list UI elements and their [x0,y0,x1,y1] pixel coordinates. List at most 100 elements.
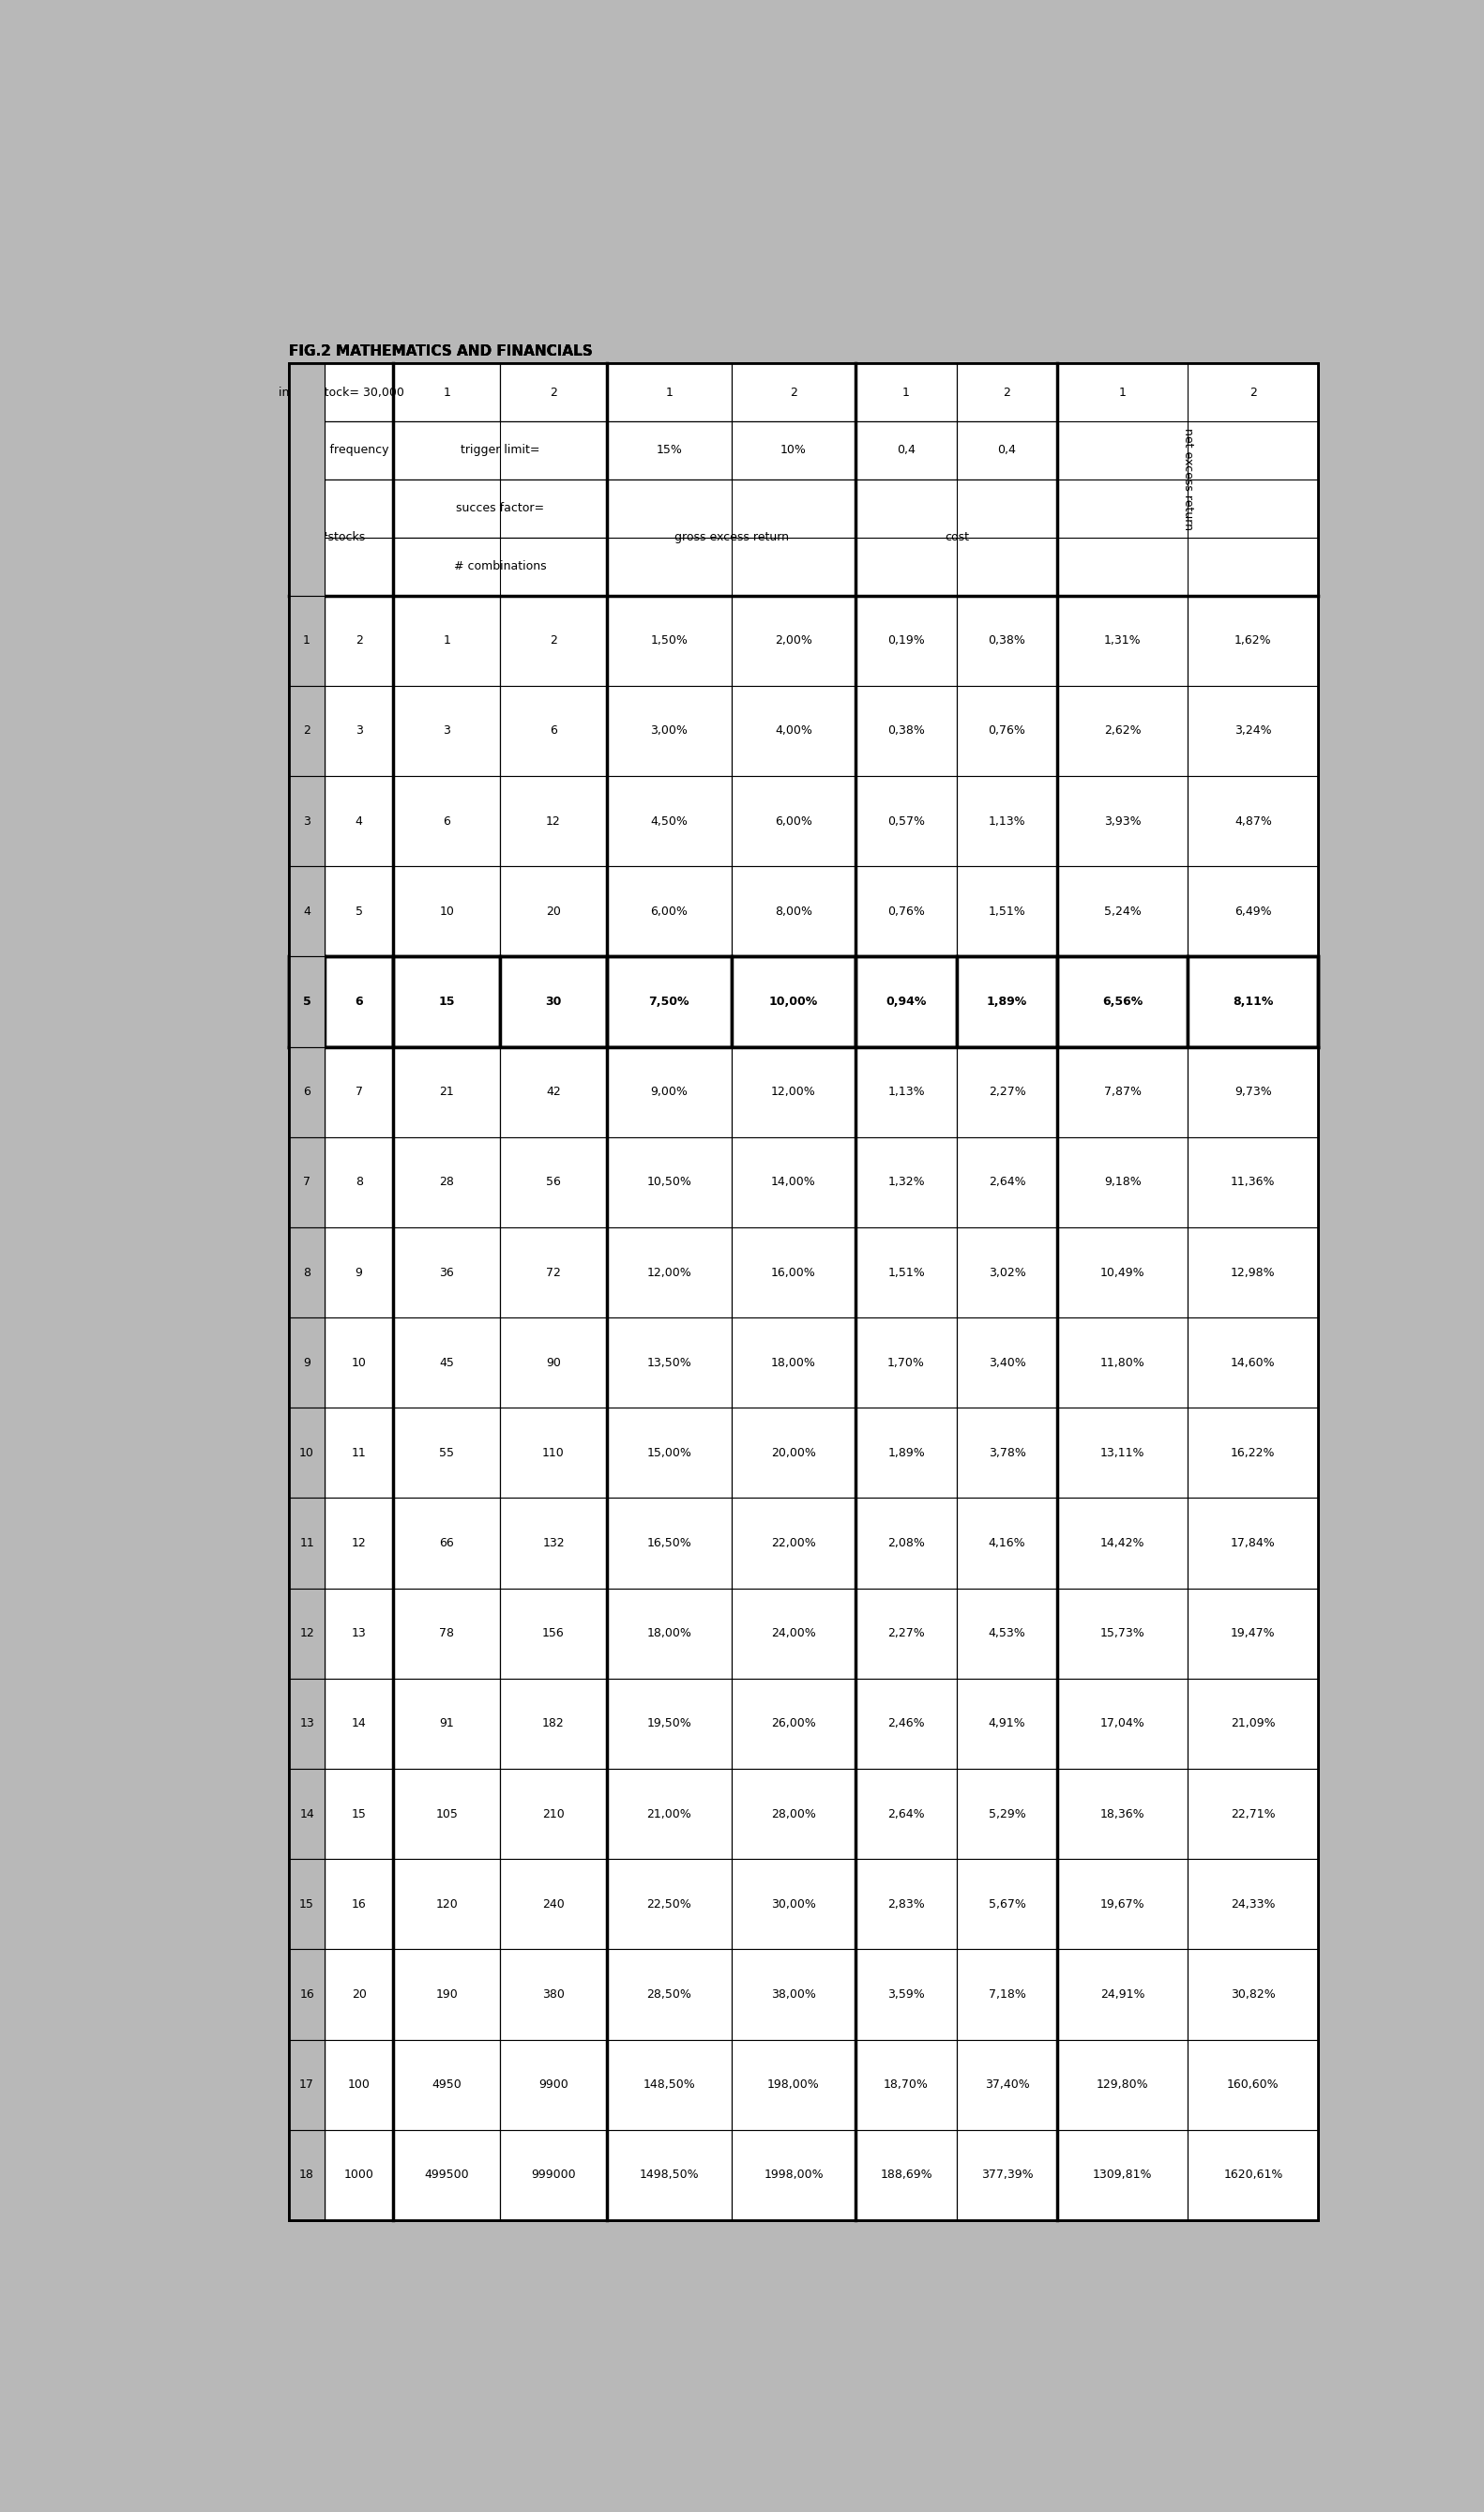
Bar [325,1138,393,1228]
Text: 55: 55 [439,1447,454,1459]
Text: 1: 1 [444,636,451,646]
Bar [607,1138,732,1228]
Bar [289,364,393,422]
Bar [607,1048,732,1138]
Bar [325,1859,393,1949]
Text: 6,56%: 6,56% [1103,995,1143,1007]
Text: 0,4: 0,4 [997,445,1017,457]
Bar [393,1138,500,1228]
Text: 6: 6 [444,814,451,826]
Text: 11,80%: 11,80% [1100,1356,1146,1369]
Bar [732,1859,856,1949]
Bar [289,1859,325,1949]
Text: 13: 13 [300,1718,315,1731]
Bar [607,1228,732,1319]
Bar [607,2130,732,2221]
Text: 9900: 9900 [539,2080,568,2090]
Text: 1998,00%: 1998,00% [764,2168,824,2180]
Bar [289,1768,325,1859]
Text: 7,50%: 7,50% [649,995,690,1007]
Bar [1187,957,1318,1048]
Bar [289,1859,325,1949]
Text: 5,24%: 5,24% [1104,904,1141,917]
Bar [289,867,325,957]
Text: 19,47%: 19,47% [1230,1628,1275,1640]
Bar [732,1048,856,1138]
Bar [732,776,856,867]
Bar [1187,1859,1318,1949]
Bar [393,1678,500,1768]
Text: 10: 10 [300,1447,315,1459]
Text: 12,98%: 12,98% [1230,1266,1275,1279]
Text: 9: 9 [355,1266,362,1279]
Bar [325,957,393,1048]
Bar [856,1497,957,1588]
Bar [732,1319,856,1407]
Bar [325,2130,393,2221]
Text: 160,60%: 160,60% [1227,2080,1279,2090]
Text: 4950: 4950 [432,2080,462,2090]
Text: 18,70%: 18,70% [884,2080,929,2090]
Bar [289,1319,325,1407]
Text: 210: 210 [542,1809,564,1821]
Text: 37,40%: 37,40% [985,2080,1030,2090]
Text: 12: 12 [352,1537,367,1550]
Text: 22,71%: 22,71% [1230,1809,1275,1821]
Bar [1187,776,1318,867]
Bar [607,422,732,480]
Bar [957,2040,1058,2130]
Bar [1187,867,1318,957]
Text: 1309,81%: 1309,81% [1092,2168,1153,2180]
Text: 16: 16 [300,1990,315,2000]
Text: 13,50%: 13,50% [647,1356,692,1369]
Bar [289,2040,325,2130]
Bar [393,364,500,422]
Text: 24,33%: 24,33% [1230,1899,1275,1912]
Bar [289,957,325,1048]
Text: 3: 3 [303,814,310,826]
Bar [957,867,1058,957]
Bar [1187,595,1318,686]
Text: 9,18%: 9,18% [1104,1176,1141,1188]
Text: 2,64%: 2,64% [988,1176,1025,1188]
Bar [1058,1497,1187,1588]
Bar [393,776,500,867]
Text: 7,87%: 7,87% [1104,1085,1141,1098]
Bar [289,1319,325,1407]
Text: 12,00%: 12,00% [647,1266,692,1279]
Bar [856,957,957,1048]
Bar [1058,1228,1187,1319]
Bar [856,1048,957,1138]
Text: 6,49%: 6,49% [1235,904,1272,917]
Text: 66: 66 [439,1537,454,1550]
Text: 1,32%: 1,32% [887,1176,925,1188]
Text: 1: 1 [444,387,451,399]
Bar [289,1228,325,1319]
Text: 380: 380 [542,1990,564,2000]
Bar [732,686,856,776]
Bar [607,1319,732,1407]
Bar [393,2040,500,2130]
Text: 18,36%: 18,36% [1100,1809,1146,1821]
Text: 15: 15 [300,1899,315,1912]
Bar [325,2040,393,2130]
Bar [1058,364,1187,422]
Bar [289,776,325,867]
Text: 3,00%: 3,00% [650,726,687,736]
Text: 90: 90 [546,1356,561,1369]
Bar [1058,364,1318,595]
Bar [957,1859,1058,1949]
Bar [289,686,325,776]
Bar [1058,2040,1187,2130]
Bar [607,776,732,867]
Bar [856,1228,957,1319]
Bar [289,1497,325,1588]
Text: 7,18%: 7,18% [988,1990,1025,2000]
Bar [289,2040,325,2130]
Bar [289,1138,325,1228]
Bar [500,1588,607,1678]
Bar [393,1228,500,1319]
Text: 1,89%: 1,89% [987,995,1027,1007]
Bar [957,776,1058,867]
Text: 13,11%: 13,11% [1101,1447,1146,1459]
